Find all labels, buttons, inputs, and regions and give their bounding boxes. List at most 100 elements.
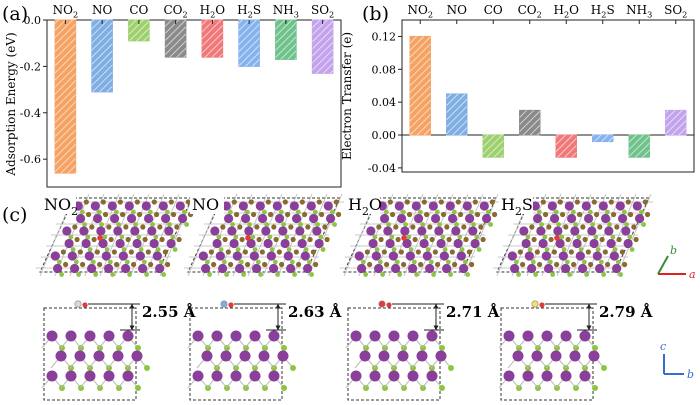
halogen-atom (445, 259, 451, 265)
bar-hatch (275, 20, 297, 60)
metal-atom (416, 350, 428, 362)
core-atom (89, 224, 95, 230)
category-label-h2s: H2S (591, 3, 615, 20)
halogen-atom (573, 222, 578, 227)
core-atom (412, 236, 418, 243)
core-atom (529, 224, 535, 230)
halogen-atom (56, 259, 62, 265)
halogen-atom (124, 259, 130, 265)
metal-atom (269, 263, 279, 274)
halogen-atom (573, 385, 579, 391)
metal-atom (46, 370, 58, 382)
halogen-atom (601, 365, 607, 371)
core-atom (333, 199, 339, 205)
core-atom (580, 224, 586, 230)
core-atom (631, 224, 637, 230)
halogen-atom (125, 365, 131, 371)
halogen-atom (269, 247, 275, 252)
y-tick-label: -0.6 (20, 153, 41, 166)
metal-atom (378, 350, 390, 362)
metal-atom (303, 263, 313, 274)
metal-atom (175, 201, 185, 211)
halogen-atom (417, 209, 423, 215)
metal-atom (350, 370, 362, 382)
bond-line (159, 193, 195, 277)
core-atom (619, 249, 625, 255)
halogen-atom (440, 234, 446, 240)
halogen-atom (578, 247, 584, 252)
metal-atom (249, 370, 261, 382)
core-atom (142, 236, 148, 243)
bond-line (277, 193, 313, 277)
core-atom (537, 261, 543, 268)
metal-atom (149, 238, 159, 249)
metal-atom (549, 213, 560, 224)
halogen-atom (535, 345, 541, 351)
halogen-atom (147, 209, 153, 215)
core-atom (438, 199, 444, 205)
metal-atom (564, 201, 574, 211)
adsorbate-atom (554, 235, 560, 241)
metal-atom (164, 226, 174, 236)
core-atom (616, 236, 622, 243)
core-atom (597, 224, 603, 230)
core-atom (491, 211, 498, 218)
distance-label-1: 2.55 Å (142, 303, 196, 321)
core-atom (313, 261, 319, 268)
metal-atom (470, 238, 480, 249)
halogen-atom (286, 247, 292, 252)
bond-line (307, 193, 343, 277)
metal-atom (503, 370, 515, 382)
halogen-atom (130, 209, 136, 215)
core-atom (282, 199, 288, 205)
b-axis-arrow (657, 255, 669, 275)
y-tick-label: -0.04 (368, 162, 396, 175)
metal-atom (598, 201, 608, 211)
core-atom (376, 224, 382, 230)
metal-atom (522, 330, 534, 342)
metal-atom (623, 238, 633, 249)
metal-atom (435, 350, 447, 362)
core-atom (563, 224, 569, 230)
metal-atom (104, 263, 114, 274)
core-atom (415, 249, 421, 255)
core-atom (91, 236, 97, 243)
adsorbate-atom (97, 235, 103, 241)
metal-atom (278, 226, 288, 236)
metal-atom (220, 350, 232, 362)
metal-atom (579, 330, 591, 342)
halogen-atom (332, 222, 337, 227)
metal-atom (232, 251, 242, 261)
core-atom (165, 261, 171, 268)
top-view-2: NO (183, 193, 345, 277)
metal-atom (578, 263, 588, 274)
halogen-atom (306, 259, 312, 265)
halogen-atom (312, 209, 318, 215)
halogen-atom (172, 247, 178, 252)
core-atom (395, 236, 401, 243)
halogen-atom (394, 259, 400, 265)
halogen-atom (135, 345, 141, 351)
metal-atom (160, 213, 171, 224)
core-atom (170, 211, 177, 218)
halogen-atom (158, 259, 164, 265)
core-atom (387, 199, 393, 205)
bond-line (586, 193, 622, 277)
metal-atom (101, 251, 111, 261)
core-atom (478, 224, 484, 230)
halogen-atom (59, 385, 65, 391)
core-atom (554, 261, 560, 268)
halogen-atom (383, 209, 389, 215)
metal-atom (445, 201, 455, 211)
halogen-atom (414, 272, 420, 277)
metal-atom (530, 201, 540, 211)
metal-atom (396, 213, 407, 224)
halogen-atom (420, 385, 426, 391)
halogen-atom (301, 234, 307, 240)
bar-hatch (128, 20, 150, 41)
metal-atom (632, 201, 642, 211)
halogen-atom (410, 365, 416, 371)
metal-atom (295, 226, 305, 236)
metal-atom (558, 251, 568, 261)
